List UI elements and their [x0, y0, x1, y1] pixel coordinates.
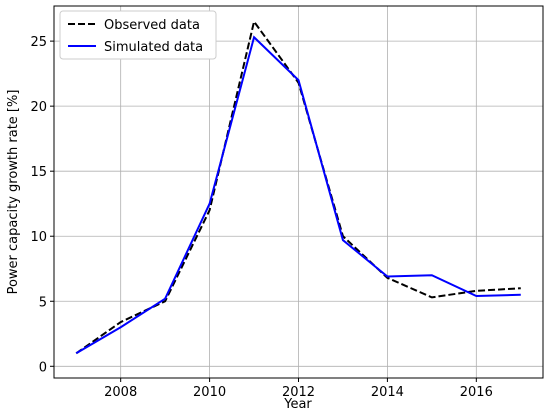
y-tick-label: 5: [39, 295, 47, 310]
x-tick-label: 2014: [371, 385, 404, 400]
legend-label: Observed data: [104, 18, 200, 33]
legend-label: Simulated data: [104, 40, 203, 55]
y-tick-label: 0: [39, 360, 47, 375]
x-axis-label: Year: [283, 397, 312, 412]
y-tick-label: 10: [30, 230, 47, 245]
y-tick-label: 20: [30, 100, 47, 115]
y-tick-label: 25: [30, 35, 47, 50]
x-tick-label: 2010: [193, 385, 226, 400]
legend-box: [59, 10, 217, 60]
x-tick-label: 2012: [282, 385, 315, 400]
x-tick-label: 2016: [460, 385, 493, 400]
plot-frame: [53, 5, 544, 379]
y-tick-label: 15: [30, 165, 47, 180]
y-axis-label: Power capacity growth rate [%]: [6, 90, 21, 295]
data-line: [75, 35, 521, 355]
x-tick-label: 2008: [104, 385, 137, 400]
